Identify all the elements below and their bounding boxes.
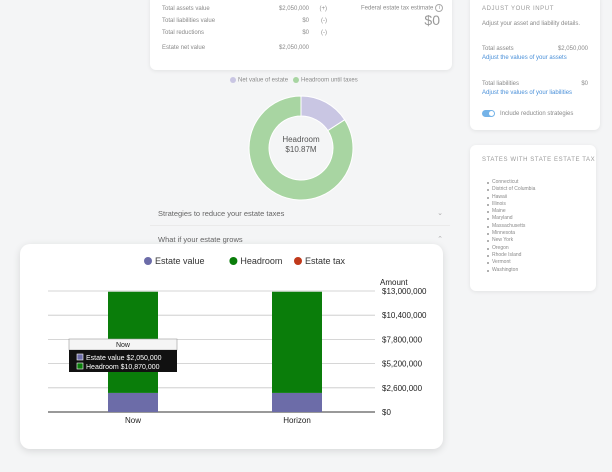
- states-estate-tax-panel: STATES WITH STATE ESTATE TAX Connecticut…: [470, 145, 596, 291]
- bar-now-estate-value[interactable]: [108, 392, 158, 412]
- total-liabilities-value: $0: [581, 81, 588, 87]
- legend-swatch: [294, 257, 302, 265]
- state-list-item: Illinois: [486, 201, 535, 208]
- summary-value: $2,050,000: [278, 6, 309, 12]
- state-list-item: Massachusetts: [486, 223, 535, 230]
- y-tick-label: $2,600,000: [382, 384, 423, 393]
- bar-horizon-headroom[interactable]: [272, 291, 322, 393]
- y-tick-label: $10,400,000: [382, 311, 427, 320]
- y-tick-label: $7,800,000: [382, 335, 423, 344]
- summary-row-liabilities: Total liabilities value $0 (-): [162, 18, 327, 24]
- donut-center-title: Headroom: [282, 135, 320, 144]
- summary-operator: (-): [321, 18, 327, 24]
- summary-label: Total reductions: [162, 30, 205, 36]
- tooltip-line: Headroom $10,870,000: [86, 364, 160, 371]
- reduction-strategies-toggle[interactable]: [482, 110, 495, 117]
- federal-tax-label: Federal estate tax estimate i: [361, 4, 444, 12]
- legend-item-estate-tax[interactable]: Estate tax: [294, 256, 346, 266]
- divider: [150, 225, 450, 226]
- summary-row-reductions: Total reductions $0 (-): [162, 30, 327, 36]
- state-list-item: Hawaii: [486, 194, 535, 201]
- accordion-label: What if your estate grows: [158, 235, 243, 244]
- tooltip-line: Estate value $2,050,000: [86, 355, 162, 362]
- legend-swatch: [230, 77, 236, 83]
- legend-swatch: [144, 257, 152, 265]
- state-list-item: Minnesota: [486, 230, 535, 237]
- state-list-item: Oregon: [486, 245, 535, 252]
- adjust-input-panel: ADJUST YOUR INPUT Adjust your asset and …: [470, 0, 600, 130]
- tooltip-swatch: [76, 353, 84, 361]
- estate-growth-chart-card: Estate value Headroom Estate tax Amount $0 $2…: [20, 244, 443, 449]
- summary-value: $0: [302, 30, 309, 36]
- summary-value: $2,050,000: [278, 45, 309, 51]
- summary-label: Total liabilities value: [162, 18, 216, 24]
- estate-summary-card: Total assets value $2,050,000 (+) Total …: [150, 0, 452, 70]
- chevron-up-icon: ⌃: [437, 236, 443, 243]
- donut-center-value: $10.87M: [285, 145, 317, 154]
- panel-subtitle: Adjust your asset and liability details.: [482, 21, 581, 27]
- legend-swatch: [229, 257, 238, 265]
- bar-horizon-estate-value[interactable]: [272, 392, 322, 412]
- summary-row-assets: Total assets value $2,050,000 (+): [162, 6, 327, 12]
- tooltip-swatch: [76, 362, 84, 370]
- legend-label: Estate tax: [305, 256, 346, 266]
- y-tick-label: $0: [382, 408, 391, 417]
- state-list-item: Rhode Island: [486, 252, 535, 259]
- stacked-bar-chart: Estate value Headroom Estate tax Amount $0 $2…: [48, 256, 427, 425]
- legend-label: Net value of estate: [238, 77, 289, 84]
- state-list-item: District of Columbia: [486, 186, 536, 193]
- total-assets-value: $2,050,000: [557, 46, 588, 52]
- state-list-item: Washington: [486, 267, 535, 274]
- x-tick-label: Now: [125, 416, 141, 425]
- total-assets-label: Total assets: [482, 46, 514, 52]
- state-list-item: Connecticut: [486, 179, 535, 186]
- donut-slice-headroom[interactable]: [248, 95, 354, 201]
- summary-operator: (-): [321, 30, 327, 36]
- total-liabilities-label: Total liabilities: [482, 81, 520, 87]
- y-tick-label: $5,200,000: [382, 360, 423, 369]
- chart-tooltip: Now Estate value $2,050,000 Headroom $10,8…: [68, 338, 178, 372]
- state-list: Connecticut District of Columbia Hawaii Ill…: [486, 179, 536, 274]
- legend-label: Headroom: [240, 256, 282, 266]
- summary-label: Estate net value: [162, 45, 206, 51]
- chevron-down-icon: ⌄: [437, 210, 443, 217]
- tooltip-title: Now: [116, 342, 131, 349]
- legend-label: Estate value: [155, 256, 205, 266]
- summary-operator: (+): [319, 6, 328, 12]
- donut-legend: Net value of estate Headroom until taxes: [230, 77, 358, 84]
- donut-chart: [248, 95, 354, 201]
- legend-item-headroom[interactable]: Headroom: [229, 256, 282, 266]
- panel-title: STATES WITH STATE ESTATE TAX: [482, 157, 596, 163]
- summary-row-net: Estate net value $2,050,000: [162, 45, 327, 51]
- state-list-item: New York: [486, 237, 535, 244]
- legend-item-estate-value[interactable]: Estate value: [144, 256, 205, 266]
- tooltip-body: [69, 350, 177, 372]
- y-tick-label: $13,000,000: [382, 287, 427, 296]
- accordion-estate-grows[interactable]: What if your estate grows ⌃: [158, 235, 443, 244]
- summary-value: $0: [302, 18, 309, 24]
- state-list-item: Maryland: [486, 215, 535, 222]
- donut-center-label: Headroom $10.87M: [246, 135, 356, 155]
- adjust-assets-link[interactable]: Adjust the values of your assets: [482, 55, 567, 61]
- x-tick-label: Horizon: [283, 416, 311, 425]
- adjust-liabilities-link[interactable]: Adjust the values of your liabilities: [482, 90, 573, 96]
- y-axis-label: Amount: [380, 278, 408, 287]
- toggle-label: Include reduction strategies: [500, 111, 574, 117]
- legend-swatch: [293, 77, 300, 83]
- accordion-label: Strategies to reduce your estate taxes: [158, 209, 285, 218]
- info-icon[interactable]: i: [435, 4, 444, 12]
- summary-label: Total assets value: [162, 6, 210, 12]
- federal-tax-value: $0: [424, 12, 440, 28]
- accordion-strategies[interactable]: Strategies to reduce your estate taxes ⌄: [158, 209, 443, 218]
- legend-label: Headroom until taxes: [301, 77, 358, 84]
- state-list-item: Vermont: [486, 259, 535, 266]
- state-list-item: Maine: [486, 208, 535, 215]
- panel-title: ADJUST YOUR INPUT: [482, 6, 554, 12]
